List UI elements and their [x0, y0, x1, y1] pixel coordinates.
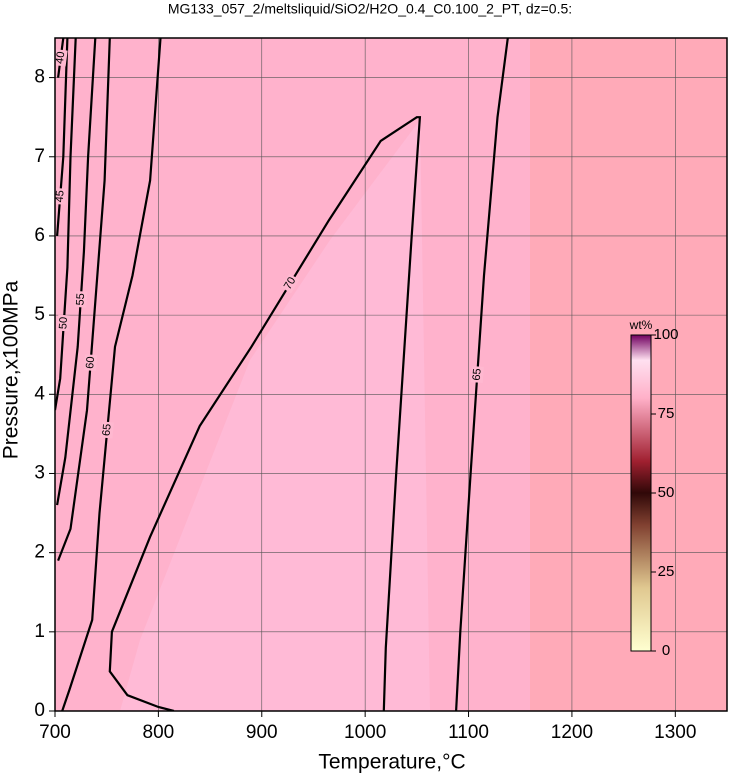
contour-label: 60 [84, 356, 97, 369]
x-tick-label: 1300 [654, 722, 696, 743]
contour-label-group: 40 [54, 49, 68, 67]
y-tick-label: 8 [34, 67, 45, 88]
contour-line [55, 38, 77, 411]
contour-label-bg [100, 421, 114, 439]
contour-label-bg [74, 290, 88, 308]
contour-label: 70 [282, 275, 299, 292]
contour-label: 65 [471, 368, 484, 381]
contour-label: 40 [54, 51, 67, 65]
y-axis-label: Pressure,x100MPa [0, 280, 23, 459]
contour-label-bg [84, 354, 98, 372]
x-tick-label: 1000 [344, 722, 386, 743]
contour-label-group: 65 [100, 421, 114, 439]
colorbar-tick-label: 0 [662, 642, 670, 659]
y-tick-label: 5 [34, 304, 45, 325]
contour-label-bg [280, 273, 300, 294]
field [55, 38, 727, 711]
y-tick-label: 1 [34, 621, 45, 642]
contour-line [56, 38, 69, 236]
colorbar-tick-label: 75 [658, 405, 675, 422]
x-tick-label: 800 [143, 722, 175, 743]
contour-label: 55 [74, 293, 87, 306]
contour-label: 65 [101, 423, 114, 436]
x-tick-label: 1200 [551, 722, 593, 743]
x-tick-label: 1100 [448, 722, 489, 743]
colorbar-tick-label: 25 [658, 563, 675, 580]
y-tick-label: 3 [34, 462, 45, 483]
contour-label-group: 65 [470, 366, 484, 383]
colorbar-label: wt% [629, 318, 653, 332]
colorbar-tick-label: 50 [658, 484, 675, 501]
contour-label-group: 60 [84, 354, 98, 372]
y-tick-label: 4 [34, 383, 45, 404]
contour-label-bg [470, 366, 484, 383]
colorbar-tick-label: 100 [653, 326, 678, 343]
x-tick-label: 700 [39, 722, 71, 743]
contour-label-group: 55 [74, 290, 88, 308]
grid [54, 38, 727, 712]
x-tick-label: 900 [246, 722, 278, 743]
contour-label-group: 50 [57, 314, 71, 332]
contour-label-group: 45 [54, 187, 67, 205]
contour-label-bg [55, 49, 68, 67]
colorbar [630, 334, 652, 652]
contour-label-group: 70 [280, 273, 300, 294]
y-tick-label: 0 [34, 700, 45, 721]
plot-frame [54, 37, 728, 712]
contour-label-bg [57, 314, 71, 332]
x-axis-label: Temperature,°C [318, 751, 465, 774]
chart-title: MG133_057_2/meltsliquid/SiO2/H2O_0.4_C0.… [168, 1, 572, 17]
contour-label: 45 [54, 190, 67, 203]
y-tick-label: 6 [34, 225, 45, 246]
y-tick-label: 7 [34, 146, 45, 167]
contour-label-bg [55, 187, 67, 205]
contour-label: 50 [57, 317, 70, 330]
contours: 70 65 65 60 55 50 45 40 [54, 38, 509, 711]
y-tick-label: 2 [34, 542, 45, 563]
